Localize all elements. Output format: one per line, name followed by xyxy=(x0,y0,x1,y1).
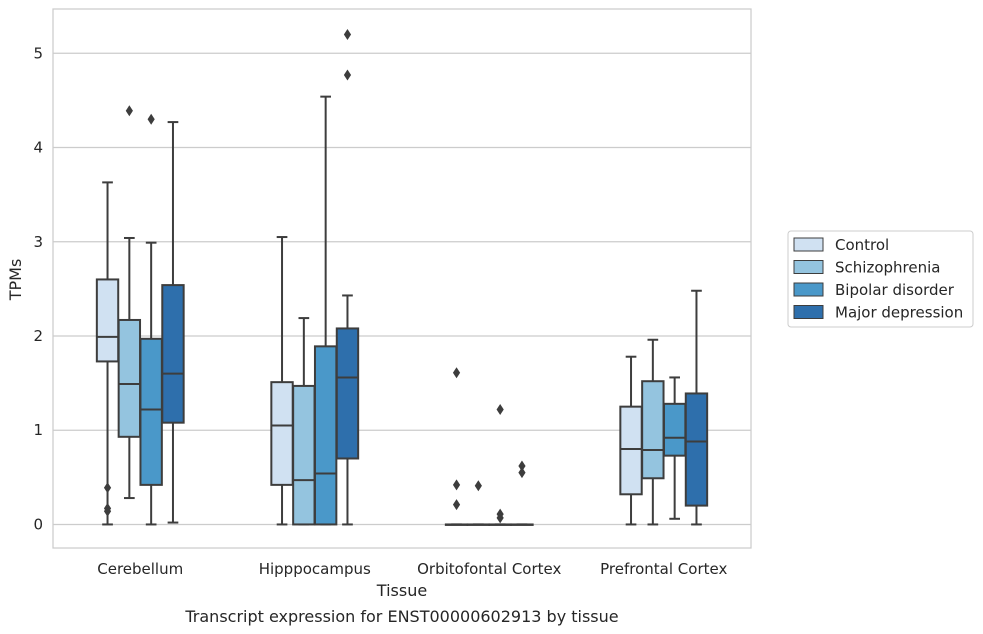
outlier-point xyxy=(103,505,112,517)
box-group xyxy=(335,28,360,526)
x-tick-label: Orbitofontal Cortex xyxy=(417,560,561,578)
y-tick-label: 4 xyxy=(33,139,43,157)
legend-label: Bipolar disorder xyxy=(835,281,955,299)
box-group xyxy=(662,376,687,520)
box-group xyxy=(270,236,294,526)
box xyxy=(662,402,687,457)
box-group xyxy=(466,480,491,526)
y-axis-title: TPMs xyxy=(6,259,25,302)
box xyxy=(270,381,294,486)
outlier-point xyxy=(452,367,461,379)
y-tick-label: 3 xyxy=(33,233,43,251)
box xyxy=(117,318,142,438)
box xyxy=(313,345,338,526)
box xyxy=(684,392,709,507)
box-group xyxy=(619,355,643,526)
box-group xyxy=(313,95,338,526)
box-group xyxy=(510,460,534,526)
x-tick-label: Prefrontal Cortex xyxy=(600,560,727,578)
outlier-point xyxy=(343,69,352,81)
legend-frame xyxy=(787,230,974,328)
outlier-point xyxy=(474,480,482,492)
outlier-point xyxy=(147,113,155,125)
legend-swatch xyxy=(793,282,824,297)
y-tick-label: 0 xyxy=(33,515,43,533)
box-group xyxy=(684,289,709,526)
legend-swatch xyxy=(793,260,824,274)
box-group xyxy=(117,105,142,500)
legend-swatch xyxy=(793,237,824,252)
box xyxy=(161,284,185,424)
x-tick-label: Hipppocampus xyxy=(259,560,371,578)
outlier-point xyxy=(518,460,526,472)
box-plot-area xyxy=(95,28,709,526)
x-axis-ticks: Cerebellum Hipppocampus Orbitofontal Corte… xyxy=(97,560,727,578)
box-group xyxy=(292,317,316,526)
box xyxy=(335,327,360,460)
box-group xyxy=(444,367,469,526)
box-group xyxy=(95,181,120,526)
x-axis-title: Tissue xyxy=(376,581,427,600)
y-tick-label: 2 xyxy=(33,327,43,345)
box-group xyxy=(641,338,665,526)
box xyxy=(641,380,665,480)
y-axis-ticks: 0 1 2 3 4 5 xyxy=(33,44,43,533)
outlier-point xyxy=(343,28,352,40)
legend-label: Control xyxy=(835,236,889,254)
y-tick-label: 5 xyxy=(33,44,43,62)
legend-swatch xyxy=(793,305,824,319)
legend-label: Major depression xyxy=(835,304,963,322)
outlier-point xyxy=(518,467,526,479)
outlier-point xyxy=(125,105,133,117)
box xyxy=(619,405,643,496)
box xyxy=(292,384,316,526)
x-tick-label: Cerebellum xyxy=(97,560,183,578)
outlier-point xyxy=(452,479,461,491)
box xyxy=(95,278,120,363)
y-tick-label: 1 xyxy=(33,421,43,439)
legend-label: Schizophrenia xyxy=(835,259,940,277)
outlier-point xyxy=(496,403,504,415)
outlier-point xyxy=(452,499,461,511)
legend: Control Schizophrenia Bipolar disorder Majo… xyxy=(787,230,974,328)
box xyxy=(139,337,163,486)
box-group xyxy=(488,403,512,526)
outlier-point xyxy=(103,482,112,494)
figure-caption: Transcript expression for ENST0000060291… xyxy=(184,607,618,626)
plot-frame xyxy=(52,8,752,549)
box-group xyxy=(161,121,185,524)
outlier-point xyxy=(496,512,504,524)
box-group xyxy=(139,113,163,526)
